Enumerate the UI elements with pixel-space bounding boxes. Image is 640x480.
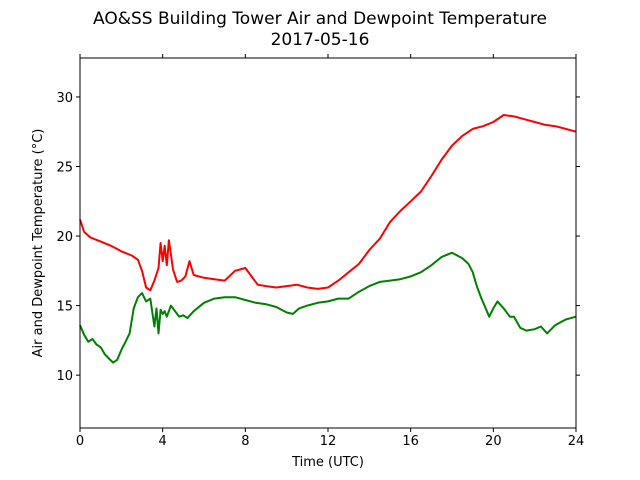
x-tick-label: 0 xyxy=(76,434,84,449)
chart-subtitle: 2017-05-16 xyxy=(271,30,370,50)
x-tick-label: 12 xyxy=(320,434,337,449)
tick-layer: 0 4 8 12 16 20 24 10 15 20 25 30 xyxy=(56,54,584,449)
series-line-1 xyxy=(79,114,577,292)
x-axis-label: Time (UTC) xyxy=(291,455,364,470)
plot-frame xyxy=(79,57,577,429)
chart-title: AO&SS Building Tower Air and Dewpoint Te… xyxy=(93,9,547,29)
y-tick-label: 25 xyxy=(56,160,73,175)
y-axis-label: Air and Dewpoint Temperature (°C) xyxy=(31,129,46,358)
y-tick-label: 10 xyxy=(56,369,73,384)
series-line-2 xyxy=(79,251,577,364)
x-tick-label: 16 xyxy=(402,434,419,449)
x-tick-label: 20 xyxy=(485,434,502,449)
x-tick-label: 8 xyxy=(241,434,249,449)
y-tick-label: 30 xyxy=(56,91,73,106)
x-tick-label: 4 xyxy=(159,434,167,449)
x-tick-label: 24 xyxy=(568,434,585,449)
series-layer xyxy=(79,114,577,364)
y-tick-label: 20 xyxy=(56,230,73,245)
y-tick-label: 15 xyxy=(56,300,73,315)
